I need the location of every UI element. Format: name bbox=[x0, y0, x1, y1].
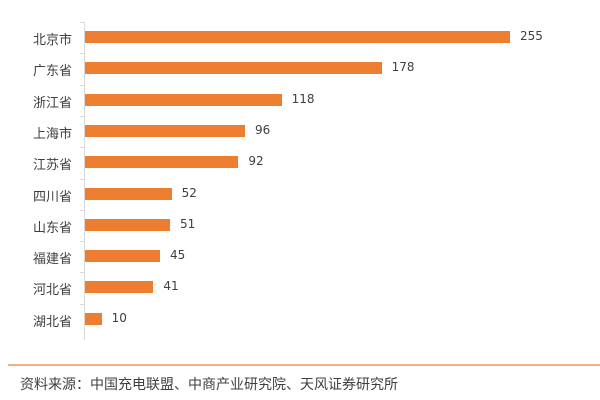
category-label: 湖北省 bbox=[32, 314, 72, 330]
bar bbox=[85, 187, 172, 200]
bar-row: 江苏省 92 bbox=[0, 147, 600, 178]
bar bbox=[85, 281, 154, 294]
category-label: 江苏省 bbox=[32, 158, 72, 174]
bar bbox=[85, 312, 102, 325]
category-label: 浙江省 bbox=[32, 95, 72, 111]
value-label: 51 bbox=[180, 216, 196, 231]
source-divider bbox=[8, 364, 600, 366]
axis-tick bbox=[80, 22, 85, 23]
bar-row: 福建省 45 bbox=[0, 241, 600, 272]
bar bbox=[85, 250, 160, 263]
source-note: 资料来源：中国充电联盟、中商产业研究院、天风证券研究所 bbox=[20, 377, 398, 393]
value-label: 118 bbox=[291, 91, 315, 106]
axis-tick bbox=[80, 147, 85, 149]
bar-row: 湖北省 10 bbox=[0, 304, 600, 335]
axis-tick bbox=[80, 115, 85, 117]
value-label: 96 bbox=[255, 122, 271, 137]
value-label: 178 bbox=[391, 60, 415, 75]
axis-tick bbox=[80, 272, 85, 274]
bar bbox=[85, 218, 170, 231]
bar bbox=[85, 93, 282, 106]
value-label: 92 bbox=[248, 154, 264, 169]
category-label: 上海市 bbox=[32, 126, 72, 142]
axis-tick bbox=[80, 303, 85, 305]
category-label: 四川省 bbox=[32, 189, 72, 205]
value-label: 52 bbox=[181, 185, 197, 200]
bar bbox=[85, 156, 239, 169]
bar bbox=[85, 62, 382, 75]
bar-row: 上海市 96 bbox=[0, 116, 600, 147]
axis-tick bbox=[80, 209, 85, 211]
bar bbox=[85, 31, 510, 43]
value-label: 45 bbox=[170, 248, 186, 263]
value-label: 255 bbox=[520, 29, 543, 43]
bar-row: 四川省 52 bbox=[0, 179, 600, 210]
y-axis-line bbox=[84, 22, 85, 340]
category-label: 福建省 bbox=[32, 252, 72, 268]
value-label: 41 bbox=[163, 279, 179, 294]
category-label: 山东省 bbox=[32, 220, 72, 236]
bar-row: 广东省 178 bbox=[0, 53, 600, 84]
axis-tick bbox=[80, 53, 85, 55]
axis-tick bbox=[80, 178, 85, 180]
axis-tick bbox=[80, 84, 85, 86]
bar-row: 山东省 51 bbox=[0, 210, 600, 241]
bar-row: 北京市 255 bbox=[0, 22, 600, 53]
bar-row: 河北省 41 bbox=[0, 272, 600, 303]
axis-tick bbox=[80, 241, 85, 243]
category-label: 广东省 bbox=[32, 64, 72, 80]
bar bbox=[85, 124, 245, 137]
value-label: 10 bbox=[111, 310, 127, 325]
category-label: 河北省 bbox=[32, 283, 72, 299]
bar-row: 浙江省 118 bbox=[0, 85, 600, 116]
category-label: 北京市 bbox=[32, 33, 72, 48]
